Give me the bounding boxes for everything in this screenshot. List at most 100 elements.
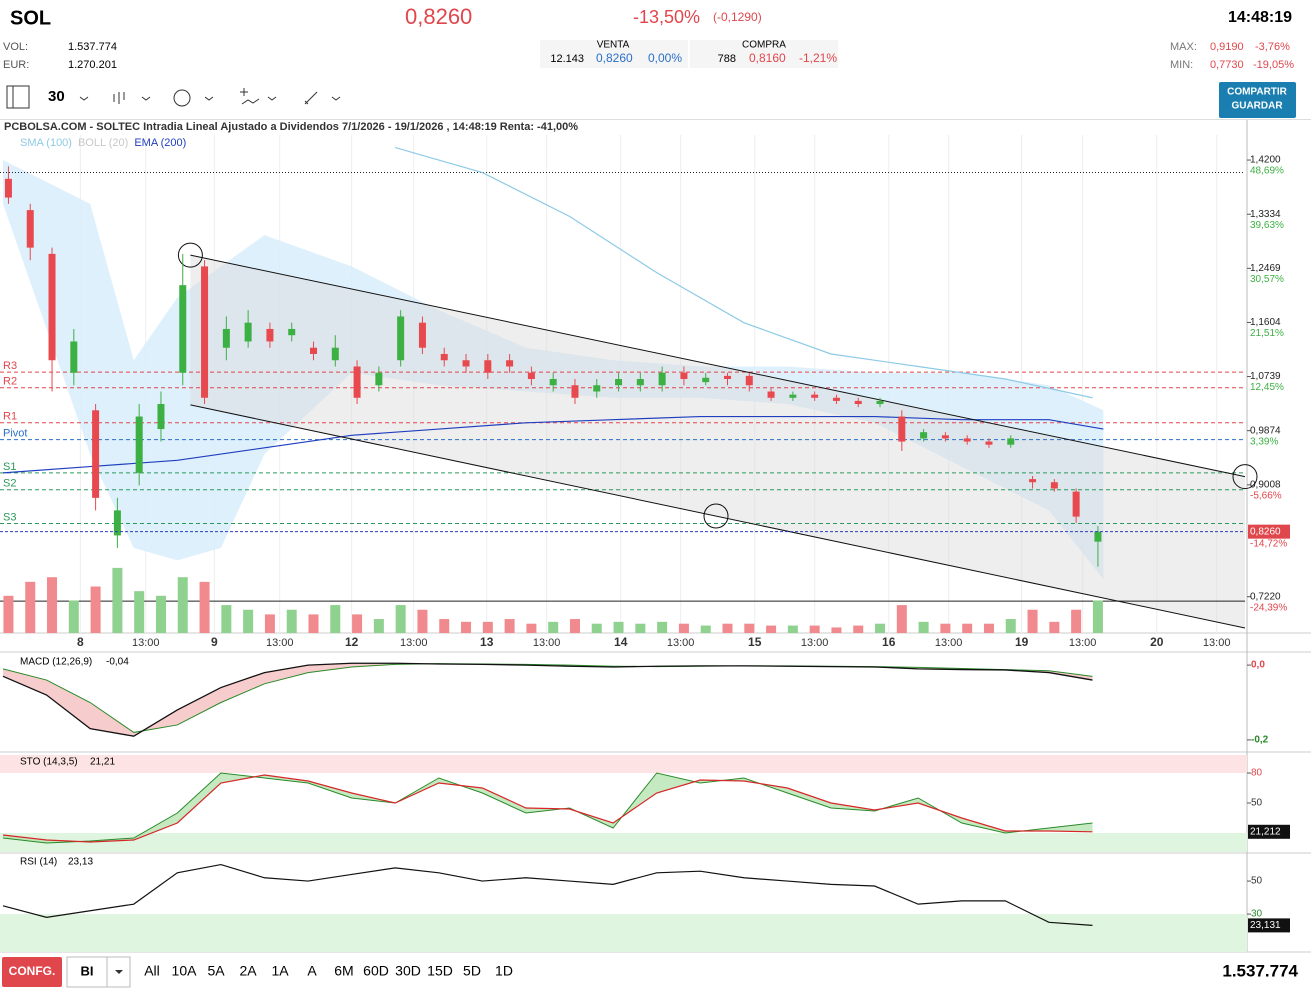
volume-bar [787,625,798,633]
config-button[interactable] [2,957,62,987]
candle-body [222,328,230,348]
candle-body [375,372,383,386]
x-tick-label: 13:00 [400,637,428,649]
share-button[interactable] [1219,82,1296,118]
value: 1.270.201 [68,59,117,71]
y-tick-label: 0,9008 [1250,479,1281,490]
volume-bar [47,577,58,633]
range-button[interactable]: 10A [172,963,198,979]
last-price-box [1248,524,1290,539]
range-button[interactable]: 5A [207,963,225,979]
quote-box [690,40,838,68]
indicators-icon[interactable] [240,88,260,105]
button-label[interactable]: COMPARTIR [1227,87,1288,98]
range-button[interactable]: 60D [363,963,389,979]
candle-body [724,375,731,380]
dropdown-arrows[interactable] [79,96,341,101]
quote-box [540,40,688,68]
volume-bar [766,625,777,633]
indicator-value: 23,13 [68,857,93,868]
volume-bar [722,623,733,633]
range-button[interactable]: 30D [395,963,421,979]
volume-bar [68,600,79,633]
candle-body [1072,491,1080,517]
draw-icon[interactable] [304,91,318,105]
y-tick-change: -24,39% [1250,602,1287,613]
range-button[interactable]: 1A [271,963,289,979]
x-tick-label: 13:00 [533,637,561,649]
label: VENTA [597,40,630,51]
range-button[interactable]: All [144,963,160,979]
volume-bar [330,605,341,633]
label: EUR: [3,59,29,71]
candle-body [113,510,121,536]
interval[interactable]: 30 [48,88,65,105]
candle-body [767,391,775,398]
value: 0,8160 [749,51,786,65]
value: 1.537.774 [68,41,117,53]
x-tick-label: 9 [211,635,218,649]
volume-bar [439,619,450,633]
range-button[interactable]: 15D [427,963,453,979]
candle-body [571,385,579,398]
rsi-line [2,863,1093,926]
candle-body [985,441,993,445]
chart-type-icon[interactable] [113,92,125,104]
range-button[interactable]: 5D [463,963,481,979]
value-box [1248,918,1290,933]
x-tick-label: 15 [748,635,762,649]
macd-fill [3,663,1093,737]
value-box [1248,824,1290,839]
panel-toggle[interactable] [6,85,30,109]
pivot-label: S2 [3,478,16,490]
range-button[interactable]: 1D [495,963,513,979]
settings-icon[interactable] [173,89,191,107]
y-tick-label: 50 [1251,876,1263,887]
last-price-label: 0,8260 [1250,526,1281,537]
candle-body [288,328,296,336]
volume-bar [461,621,472,633]
volume-bar [657,621,668,633]
x-tick-label: 13 [480,635,494,649]
mode[interactable]: BI [81,963,94,978]
volume-bar [243,609,254,633]
volume-bar [526,623,537,633]
range-button[interactable]: 6M [334,963,353,979]
candle-body [636,379,644,386]
candle-body [963,438,971,442]
value: 0,8260 [596,51,633,65]
candle-body [484,360,492,373]
range-button[interactable]: A [307,963,317,979]
dropdown-arrow[interactable] [115,970,123,974]
oversold-zone [0,833,1247,852]
plot-area: 8 13:00 9 13:00 12 13:00 13 13:00 14 13:00 15 13:00… [0,120,1311,953]
change-abs: (-0,1290) [713,10,762,24]
x-tick-label: 13:00 [801,637,829,649]
volume-bar [678,623,689,633]
candle-body [593,385,601,392]
candle-body [854,400,862,405]
range-button[interactable]: 2A [239,963,257,979]
volume-bar [25,581,36,633]
footer [0,953,1311,993]
indicator-name: STO (14,3,5) [20,757,78,768]
candle-body [4,178,12,198]
candle-body [615,379,623,386]
button-label[interactable]: CONFG. [9,964,56,978]
oversold-zone [0,914,1247,952]
volume-bar [1049,621,1060,633]
change: -13,50% [633,7,700,27]
last-price-change: -14,72% [1250,538,1287,549]
candle-body [418,322,426,348]
button-label[interactable]: GUARDAR [1231,101,1283,112]
indicator-name: RSI (14) [20,857,57,868]
volume-bar [940,623,951,633]
candle-body [789,394,797,398]
y-tick-label: 80 [1251,768,1263,779]
channel-fill [190,255,1245,628]
volume-bar [482,621,493,633]
x-tick-label: 13:00 [1069,637,1097,649]
y-tick-change: 3,39% [1250,436,1278,447]
x-tick-label: 13:00 [667,637,695,649]
value: 0,9190 [1210,41,1244,53]
